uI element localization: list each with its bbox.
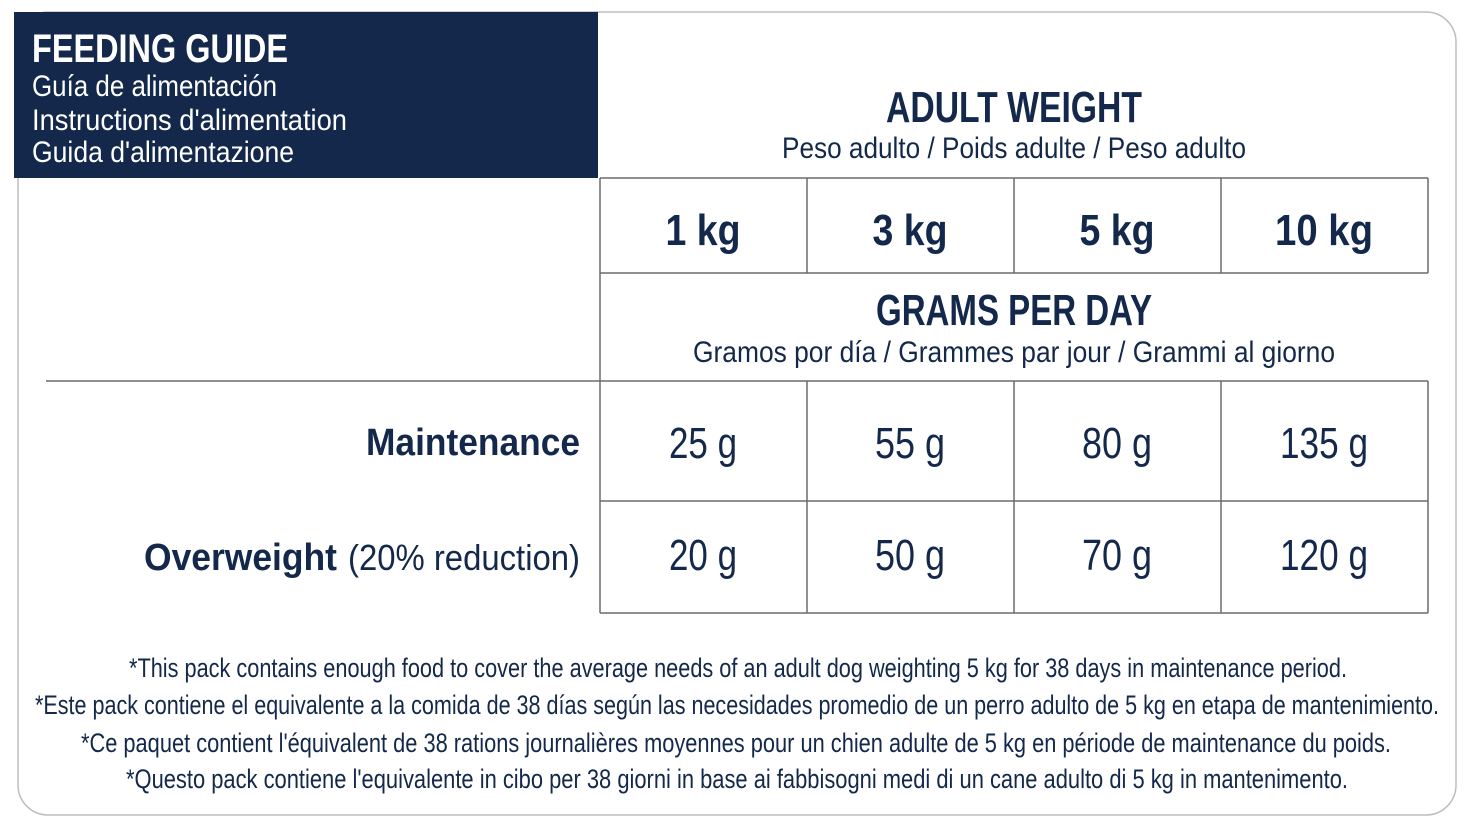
footnote: *Questo pack contiene l'equivalente in c… [126,764,1348,794]
row-note: (20% reduction) [348,537,580,578]
header-subtitle: Guida d'alimentazione [32,136,294,169]
unit-subtitle: Gramos por día / Grammes par jour / Gram… [693,336,1335,369]
column-header: 3 kg [873,206,948,255]
column-header: 5 kg [1080,206,1155,255]
card-border [17,11,1457,816]
cell: 50 g [875,531,945,580]
row-label: Maintenance [366,422,580,464]
column-header: 10 kg [1275,206,1373,255]
row-label: Overweight [144,537,337,579]
header-subtitle: Instructions d'alimentation [32,104,347,137]
unit-title: GRAMS PER DAY [876,286,1152,335]
footnote: *This pack contains enough food to cover… [129,653,1347,683]
footnote: *Ce paquet contient l'équivalent de 38 r… [81,728,1391,758]
header-title: FEEDING GUIDE [32,27,288,71]
group-subtitle: Peso adulto / Poids adulte / Peso adulto [782,132,1246,165]
header-subtitle: Guía de alimentación [32,70,277,103]
group-title: ADULT WEIGHT [886,83,1142,132]
cell: 135 g [1280,419,1368,468]
cell: 55 g [875,419,945,468]
cell: 120 g [1280,531,1368,580]
cell: 25 g [669,419,737,468]
header-block [14,12,598,178]
cell: 80 g [1082,419,1152,468]
cell: 20 g [669,531,737,580]
cell: 70 g [1082,531,1152,580]
column-header: 1 kg [666,206,741,255]
table-grid [46,177,1429,614]
footnote: *Este pack contiene el equivalente a la … [35,690,1439,720]
